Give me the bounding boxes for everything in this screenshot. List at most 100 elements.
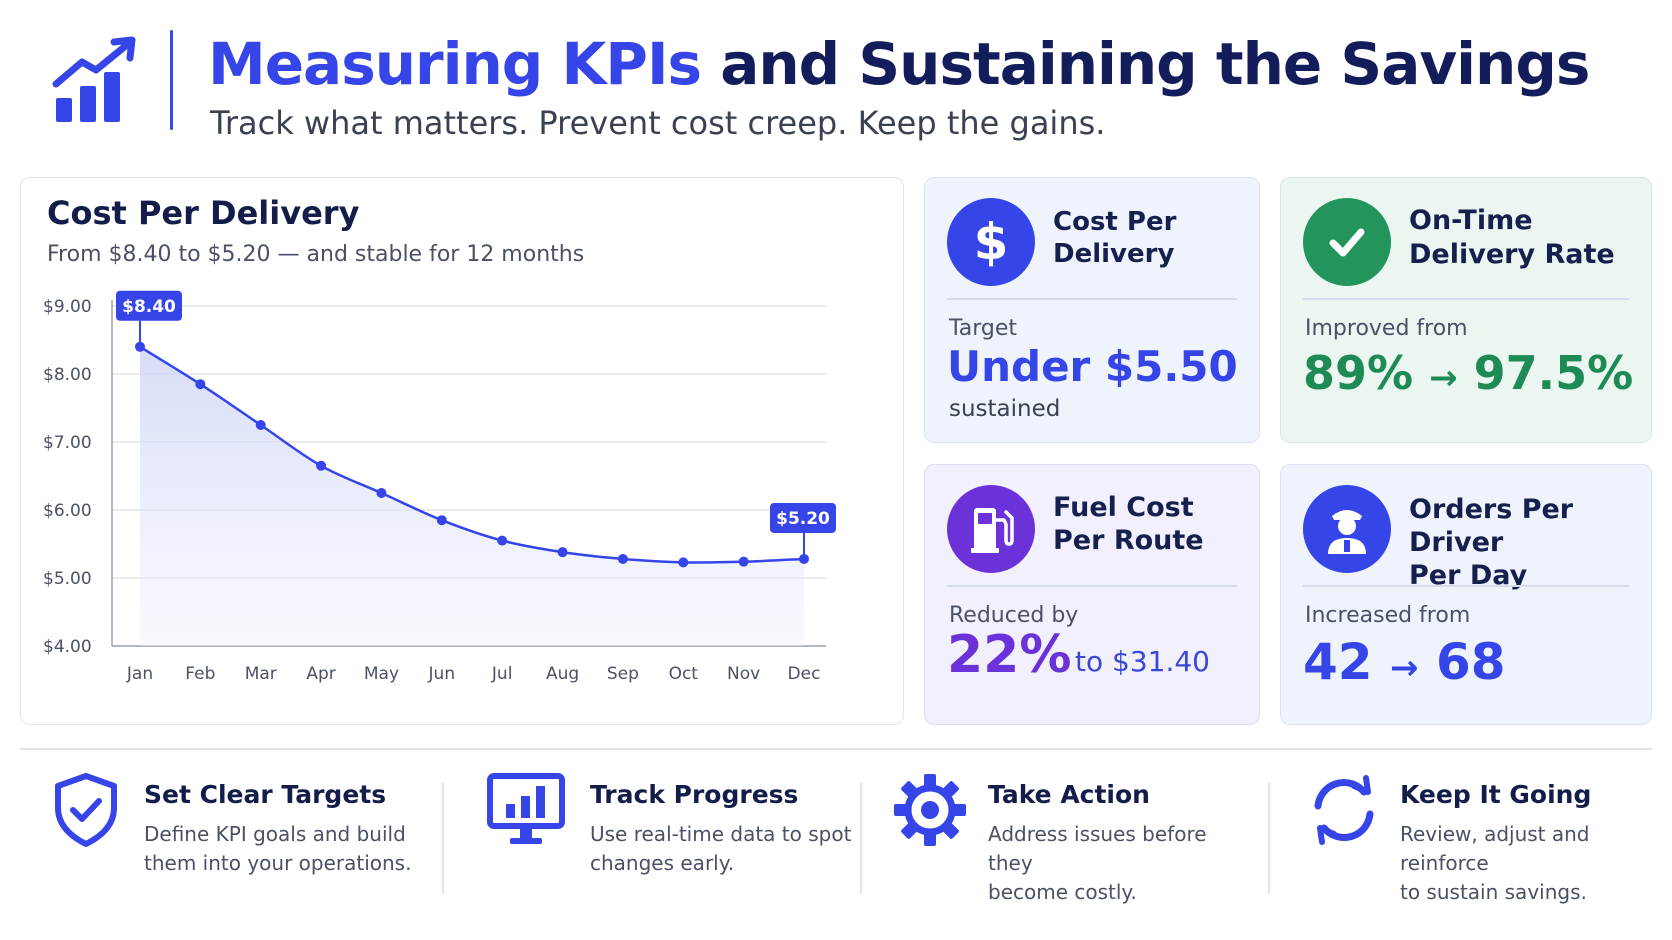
title-rest: and Sustaining the Savings (701, 30, 1590, 98)
kpi-title-line: Per Day (1409, 560, 1528, 591)
step-divider (1268, 782, 1270, 894)
page-subtitle: Track what matters. Prevent cost creep. … (210, 104, 1106, 142)
kpi-note: to $31.40 (1075, 645, 1210, 678)
x-tick-label: Aug (546, 664, 579, 684)
kpi-value: 89% → 97.5% (1303, 346, 1633, 400)
kpi-title-line: Delivery Rate (1409, 239, 1615, 270)
section-divider (20, 748, 1652, 750)
annotation-badge (770, 502, 836, 533)
kpi-title: On-Time Delivery Rate (1409, 204, 1615, 272)
step-description: Review, adjust and reinforce to sustain … (1400, 820, 1656, 907)
data-point (557, 547, 568, 558)
step-take-action: Take Action Address issues before they b… (892, 772, 1252, 904)
fuel-pump-icon (947, 485, 1035, 573)
kpi-title-line: Cost Per (1053, 207, 1177, 237)
kpi-title-line: Orders Per Driver (1409, 494, 1574, 558)
data-point (497, 535, 508, 546)
data-point (195, 379, 206, 390)
chart-subtitle: From $8.40 to $5.20 — and stable for 12 … (47, 242, 585, 267)
kpi-title-line: On-Time (1409, 205, 1533, 236)
kpi-to: 68 (1435, 633, 1506, 691)
kpi-from: 42 (1303, 633, 1373, 691)
check-icon (1303, 198, 1391, 286)
annotation-label: $8.40 (122, 297, 176, 317)
bar-chart-trend-up-icon (52, 36, 136, 122)
shield-check-icon (55, 773, 117, 847)
y-tick-label: $6.00 (43, 501, 92, 521)
kpi-card-orders-per-driver: Orders Per Driver Per Day Increased from… (1280, 464, 1652, 725)
kpi-label: Increased from (1305, 603, 1471, 628)
step-description-line: Address issues before they (988, 822, 1207, 875)
data-point (436, 515, 447, 526)
y-tick-label: $9.00 (43, 297, 92, 317)
x-tick-label: Mar (245, 664, 277, 684)
step-description: Define KPI goals and build them into you… (144, 820, 411, 878)
chart-title: Cost Per Delivery (47, 194, 360, 232)
step-description-line: Define KPI goals and build (144, 822, 406, 846)
divider (1303, 585, 1629, 587)
kpi-title-line: Delivery (1053, 239, 1175, 269)
area-fill (140, 346, 804, 646)
divider (947, 585, 1237, 587)
kpi-title: Orders Per Driver Per Day (1409, 493, 1651, 592)
arrow-right-icon: → (1429, 358, 1458, 398)
annotation-badge (116, 290, 182, 321)
cost-per-delivery-chart-card: Cost Per Delivery From $8.40 to $5.20 — … (20, 177, 904, 725)
kpi-title-line: Per Route (1053, 525, 1204, 556)
step-keep-it-going: Keep It Going Review, adjust and reinfor… (1306, 772, 1656, 904)
arrow-right-icon: → (1390, 648, 1419, 688)
step-title: Track Progress (590, 780, 799, 809)
cost-per-delivery-chart: $9.00 $8.00 $7.00 $6.00 $5.00 $4.00 Jan Feb Mar A… (43, 290, 836, 684)
x-tick-label: Sep (607, 664, 639, 684)
divider (947, 298, 1237, 300)
step-description-line: Use real-time data to spot (590, 822, 852, 846)
step-title: Keep It Going (1400, 780, 1592, 809)
driver-icon (1303, 485, 1391, 573)
step-track-progress: Track Progress Use real-time data to spo… (486, 772, 856, 902)
kpi-title: Fuel Cost Per Route (1053, 491, 1204, 557)
kpi-title: Cost Per Delivery (1053, 206, 1176, 270)
kpi-card-on-time-delivery: On-Time Delivery Rate Improved from 89% … (1280, 177, 1652, 443)
kpi-title-line: Fuel Cost (1053, 492, 1194, 523)
step-description-line: become costly. (988, 880, 1137, 904)
divider (1303, 298, 1629, 300)
y-tick-label: $4.00 (43, 637, 92, 657)
kpi-label: Reduced by (949, 603, 1079, 628)
step-title: Take Action (988, 780, 1150, 809)
data-point (376, 488, 387, 498)
step-title: Set Clear Targets (144, 780, 387, 809)
data-point (255, 420, 266, 430)
step-divider (860, 782, 862, 894)
kpi-card-fuel-cost: Fuel Cost Per Route Reduced by 22% to $3… (924, 464, 1260, 725)
x-tick-label: Nov (727, 664, 760, 684)
x-tick-label: Jan (126, 664, 153, 684)
data-point (738, 556, 749, 567)
data-point (678, 557, 689, 568)
kpi-card-cost-per-delivery: $ Cost Per Delivery Target Under $5.50 s… (924, 177, 1260, 443)
kpi-value: 42 → 68 (1303, 633, 1506, 691)
x-tick-label: Jul (491, 664, 513, 684)
kpi-value: 22% (947, 625, 1072, 685)
y-tick-label: $8.00 (43, 365, 92, 385)
refresh-cycle-icon (1314, 775, 1374, 845)
annotation-label: $5.20 (776, 509, 830, 529)
kpi-to: 97.5% (1473, 346, 1634, 400)
step-divider (442, 782, 444, 894)
header-divider (170, 30, 173, 130)
y-tick-label: $7.00 (43, 433, 92, 453)
x-tick-label: Oct (669, 664, 699, 684)
step-description-line: them into your operations. (144, 851, 412, 875)
kpi-note: sustained (949, 396, 1061, 422)
gear-icon (894, 774, 966, 846)
monitor-chart-icon (487, 773, 565, 844)
kpi-label: Improved from (1305, 316, 1468, 341)
step-description-line: to sustain savings. (1400, 880, 1587, 904)
header: Measuring KPIs and Sustaining the Saving… (48, 28, 1648, 148)
data-point (316, 460, 327, 471)
x-tick-label: Apr (306, 664, 335, 684)
step-description: Use real-time data to spot changes early… (590, 820, 851, 878)
y-tick-label: $5.00 (43, 569, 92, 589)
x-tick-label: Jun (428, 664, 456, 684)
step-description-line: Review, adjust and reinforce (1400, 822, 1590, 875)
page-title: Measuring KPIs and Sustaining the Saving… (208, 30, 1590, 98)
